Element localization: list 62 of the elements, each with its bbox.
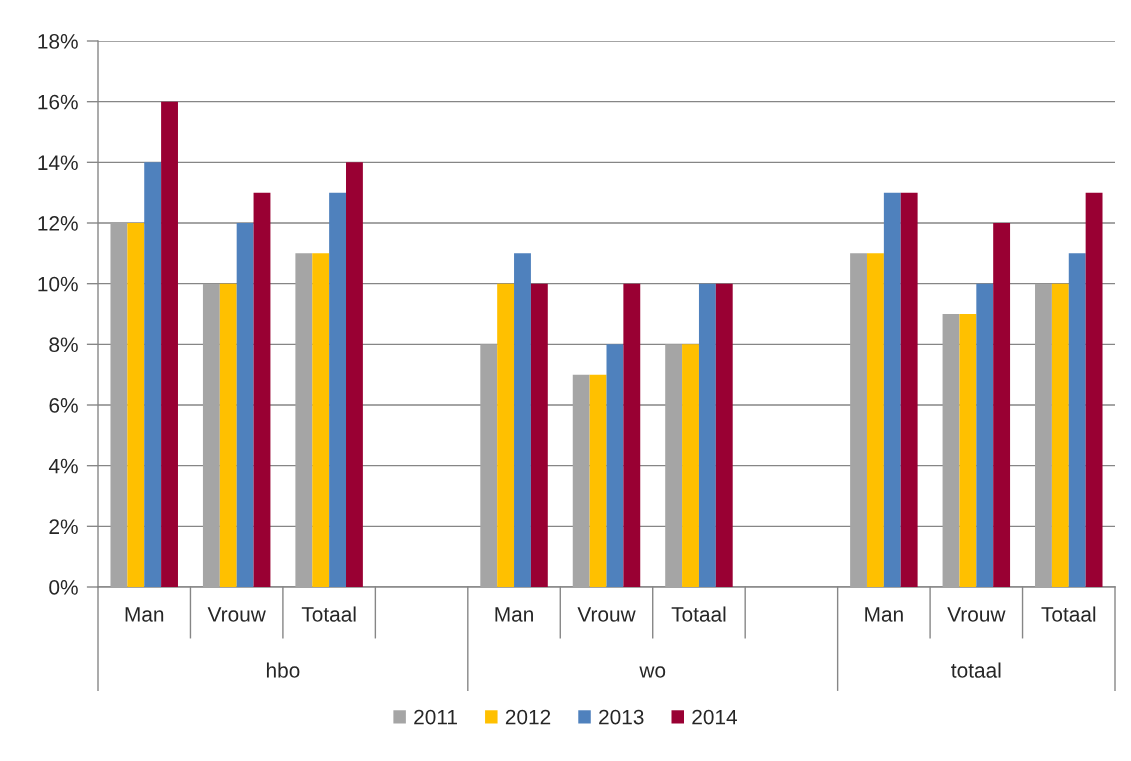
bar [161,101,178,587]
bar [236,223,254,587]
bar [606,344,624,587]
bar [127,223,145,587]
x-tick-label: Man [865,607,903,622]
x-tick-label: Totaal [1041,606,1096,622]
bar [295,253,313,587]
x-tick-label: Totaal [301,606,356,622]
bar [682,344,699,587]
bar [942,314,960,587]
bar [530,283,548,587]
bar [623,283,641,587]
text: wo [639,666,666,678]
legend-label: 2012 [505,709,551,725]
bar [993,223,1011,587]
bar [219,283,237,587]
x-tick-label: Vrouw [207,607,266,622]
y-tick-label: 12% [38,216,78,231]
bar [900,192,918,587]
bar [329,192,347,587]
y-tick-label: 16% [38,94,78,110]
bar [1068,253,1086,587]
bar [715,283,733,587]
bar [312,253,330,587]
bar [144,162,162,587]
bar [959,314,977,587]
y-tick-label: 0% [49,580,78,595]
bar [665,344,683,587]
bar [514,253,531,587]
text: hbo [266,662,300,678]
bar [253,192,271,587]
bar [202,283,220,587]
legend-label: 2014 [692,709,738,725]
bar [883,192,901,587]
x-tick-label: Vrouw [577,607,636,622]
x-tick-label: Man [495,607,533,622]
bar [346,162,363,587]
y-tick-label: 8% [49,337,78,353]
y-tick-label: 14% [38,155,78,171]
y-tick-label: 2% [49,519,78,535]
x-tick-label: Totaal [671,606,726,622]
bar [110,223,128,587]
x-tick-label: Vrouw [947,607,1006,622]
bar [1035,283,1052,587]
bar [589,374,607,587]
bar [1085,192,1103,587]
bar [698,283,716,587]
bar [976,283,994,587]
y-tick-label: 18% [38,34,78,49]
bar [866,253,884,587]
y-tick-label: 4% [48,458,78,474]
y-tick-label: 6% [49,398,78,413]
x-tick-label: Man [125,607,164,622]
legend-label: 2011 [414,709,457,725]
bar [850,253,867,587]
bar [572,374,590,587]
text: totaal [951,662,1001,678]
bar [480,344,498,587]
legend-label: 2013 [599,709,644,725]
bar [1051,283,1069,587]
y-tick-label: 10% [38,276,78,292]
bar [497,283,515,587]
